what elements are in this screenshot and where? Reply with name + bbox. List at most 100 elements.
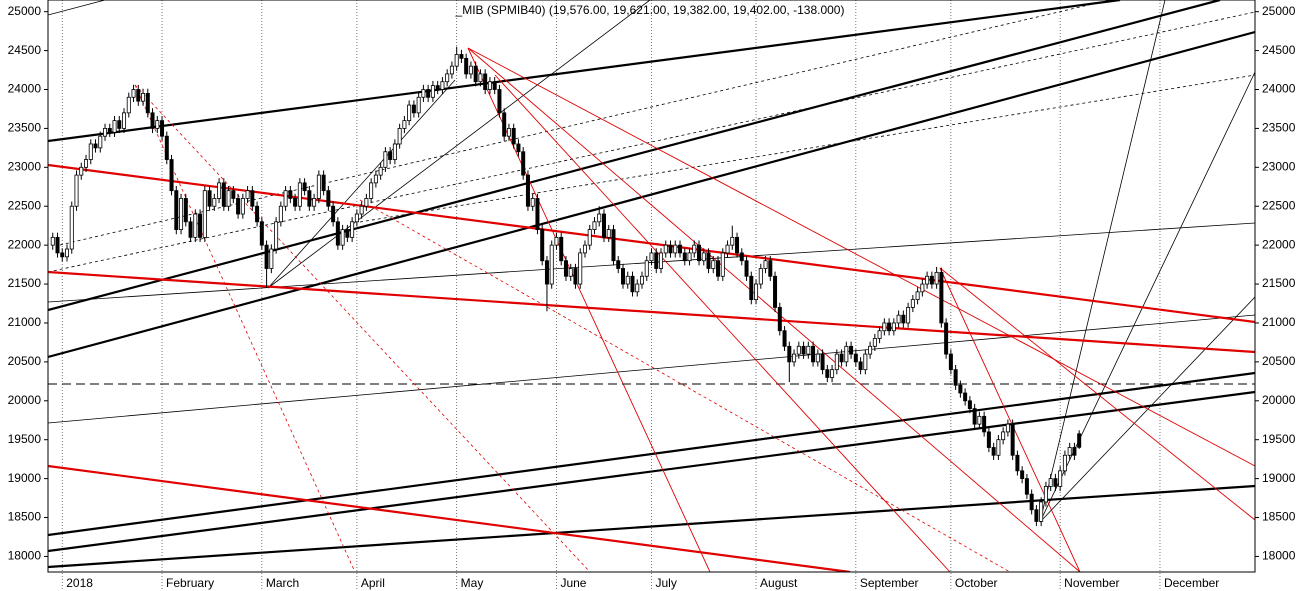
x-tick-label: March (266, 576, 299, 590)
candle-body (649, 252, 654, 262)
y-tick-label: 22500 (8, 198, 42, 212)
candle-body (972, 408, 977, 425)
candle-body (839, 353, 844, 363)
candle-body (844, 345, 849, 363)
candle-body (773, 275, 778, 308)
candle-body (326, 190, 331, 207)
candle-body (1067, 447, 1072, 456)
candle-body (963, 392, 968, 402)
candle-body (331, 205, 336, 223)
candle-body (925, 275, 930, 285)
y-tick-label: 24500 (8, 43, 42, 57)
candle-body (1020, 470, 1025, 480)
trend-line (939, 267, 1081, 572)
y-tick-label: 18500 (8, 510, 42, 524)
candle-body (944, 322, 949, 355)
candle-body (782, 330, 787, 347)
candle-body (716, 260, 721, 277)
candle-body (939, 271, 944, 324)
candle-body (141, 92, 146, 102)
candle-body (901, 314, 906, 324)
candle-body (777, 307, 782, 332)
candle-body (264, 244, 269, 269)
candle-body (378, 166, 383, 176)
candle-body (687, 252, 692, 262)
y-tick-label: 24500 (1262, 43, 1296, 57)
candle-body (801, 345, 806, 355)
candle-body (117, 120, 122, 129)
candle-body (882, 322, 887, 332)
trend-line (359, 74, 1255, 223)
candle-body (654, 252, 659, 269)
candle-body (122, 112, 127, 129)
candle-body (79, 166, 84, 176)
candle-body (934, 271, 939, 285)
candle-body (887, 322, 892, 332)
candle-body (1001, 431, 1006, 441)
candle-body (606, 229, 611, 238)
candle-body (587, 229, 592, 246)
candle-body (160, 120, 165, 137)
candle-body (1010, 423, 1015, 456)
trend-line (48, 270, 1255, 354)
candle-body (350, 221, 355, 238)
y-tick-label: 19500 (1262, 432, 1296, 446)
candle-body (853, 353, 858, 363)
candle-body (445, 73, 450, 83)
y-tick-label: 19000 (8, 471, 42, 485)
candle-body (673, 244, 678, 254)
candle-body (1005, 423, 1010, 433)
candle-body (1043, 485, 1048, 503)
candle-body (929, 275, 934, 285)
candle-body (891, 322, 896, 332)
trend-line (48, 11, 1255, 273)
y-tick-label: 25000 (8, 4, 42, 18)
trend-line (467, 47, 1081, 572)
candle-body (293, 198, 298, 207)
x-tick-label: May (461, 576, 484, 590)
candle-body (193, 213, 198, 238)
candle-body (150, 112, 155, 129)
candle-body (60, 252, 65, 258)
trend-line (134, 84, 356, 572)
y-tick-label: 24000 (1262, 82, 1296, 96)
candle-body (511, 128, 516, 145)
y-tick-label: 18500 (1262, 510, 1296, 524)
candle-body (516, 143, 521, 153)
candle-body (179, 198, 184, 230)
candle-body (849, 345, 854, 355)
trend-line (48, 0, 1221, 312)
candle-body (335, 221, 340, 246)
chart-title: _MIB (SPMIB40) (19,576.00, 19,621.00, 19… (455, 3, 845, 17)
candle-body (635, 283, 640, 293)
x-tick-label: June (560, 576, 586, 590)
candle-body (1039, 501, 1044, 522)
x-tick-label: November (1064, 576, 1119, 590)
candle-body (863, 353, 868, 371)
y-tick-label: 21500 (8, 276, 42, 290)
candle-body (430, 85, 435, 98)
plot-frame (47, 0, 1256, 573)
candle-body (644, 260, 649, 277)
candle-body (440, 81, 445, 90)
candle-body (597, 213, 602, 223)
candle-body (454, 54, 459, 67)
candle-body (259, 221, 264, 246)
candle-body (554, 236, 559, 246)
candle-body (464, 57, 469, 75)
candle-body (74, 174, 79, 207)
candle-body (1062, 454, 1067, 472)
y-tick-label: 19000 (1262, 471, 1296, 485)
candle-body (188, 221, 193, 238)
candle-body (720, 252, 725, 277)
candle-body (834, 353, 839, 371)
trend-line (48, 371, 1255, 537)
x-tick-label: October (955, 576, 998, 590)
candle-body (231, 190, 236, 199)
trend-line (267, 79, 456, 289)
candle-body (312, 198, 317, 207)
candle-body (93, 143, 98, 149)
candle-body (1053, 478, 1058, 487)
candle-body (549, 244, 554, 285)
